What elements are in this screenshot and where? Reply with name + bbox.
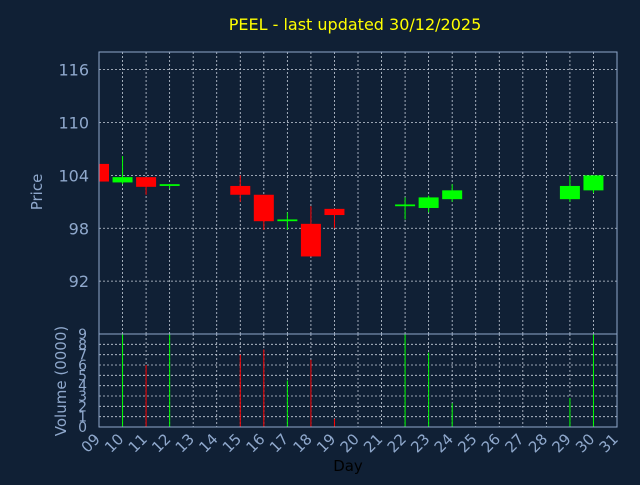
price-tick-label: 104 xyxy=(58,166,89,185)
candle-body-12 xyxy=(159,184,180,186)
candle-body-11 xyxy=(136,177,157,187)
candle-body-18 xyxy=(300,223,321,257)
volume-tick-label: 0 xyxy=(78,420,87,436)
candles xyxy=(98,155,604,257)
volume-bars xyxy=(122,334,594,427)
volume-tick-label: 7 xyxy=(78,348,87,364)
price-tick-label: 116 xyxy=(58,61,89,80)
volume-tick-label: 5 xyxy=(78,368,87,384)
candle-body-22 xyxy=(395,204,416,207)
candle-body-16 xyxy=(253,194,274,222)
volume-tick-label: 9 xyxy=(78,327,87,343)
price-axis-label: Price xyxy=(28,174,46,211)
volume-tick-label: 6 xyxy=(78,358,87,374)
candle-body-17 xyxy=(277,219,298,222)
plot-frames xyxy=(98,51,618,428)
candle-body-29 xyxy=(559,185,580,200)
candle-body-24 xyxy=(442,190,463,200)
candle-body-23 xyxy=(418,197,439,208)
price-tick-label: 92 xyxy=(69,272,89,291)
volume-tick-label: 1 xyxy=(78,410,87,426)
candle-body-19 xyxy=(324,208,345,216)
volume-axis-label: Volume (0000) xyxy=(52,326,70,436)
volume-tick-label: 3 xyxy=(78,389,87,405)
price-tick-label: 98 xyxy=(69,219,89,238)
candle-body-10 xyxy=(112,177,133,183)
chart-title: PEEL - last updated 30/12/2025 xyxy=(229,15,482,34)
candle-body-15 xyxy=(230,185,251,195)
volume-tick-label: 4 xyxy=(78,379,87,395)
volume-tick-label: 8 xyxy=(78,337,87,353)
candle-body-09 xyxy=(99,163,109,182)
price-tick-label: 110 xyxy=(58,114,89,133)
candle-body-30 xyxy=(583,175,604,191)
volume-plot-frame xyxy=(98,333,618,428)
volume-tick-label: 2 xyxy=(78,399,87,415)
x-axis-label: Day xyxy=(333,457,363,475)
